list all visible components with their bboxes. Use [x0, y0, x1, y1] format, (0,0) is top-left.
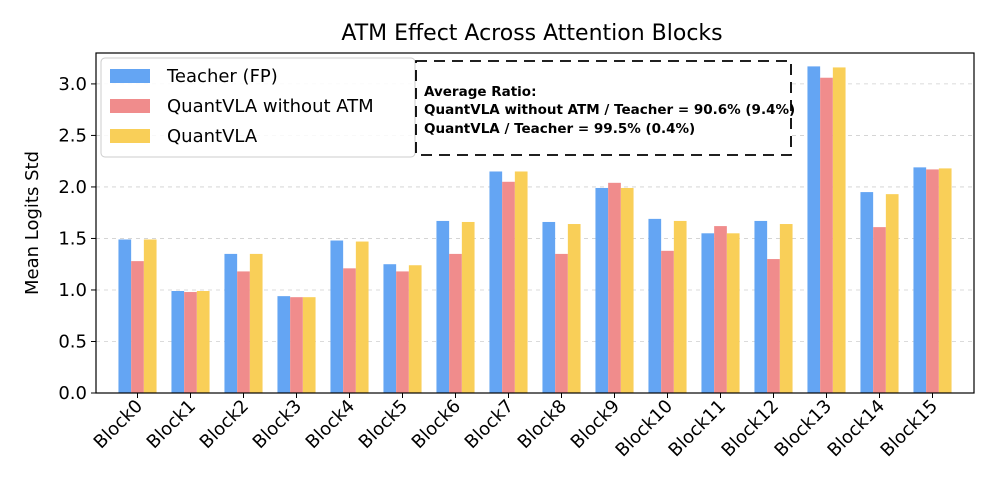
legend-frame — [100, 57, 416, 158]
plot-frame — [95, 52, 975, 394]
bar-block15-series-2 — [938, 168, 952, 393]
legend-label: QuantVLA without ATM — [167, 96, 374, 117]
bar-block9-series-0 — [595, 187, 609, 393]
y-tick-label: 2.0 — [58, 177, 87, 198]
bar-block14-series-2 — [885, 194, 899, 393]
bar-block10-series-2 — [673, 220, 687, 393]
bar-block8-series-2 — [567, 224, 581, 393]
bar-block7-series-2 — [514, 171, 528, 393]
bar-block9-series-2 — [620, 187, 634, 393]
legend-label: Teacher (FP) — [166, 66, 278, 87]
bar-block11-series-1 — [714, 226, 727, 393]
bar-block5-series-1 — [396, 271, 409, 393]
bar-block15-series-0 — [913, 167, 927, 393]
bar-block11-series-0 — [701, 233, 715, 393]
x-axis: Block0Block1Block2Block3Block4Block5Bloc… — [90, 393, 942, 461]
bar-block2-series-2 — [249, 253, 263, 393]
x-tick-label: Block12 — [718, 396, 783, 461]
bar-block6-series-2 — [461, 221, 475, 393]
bar-block3-series-1 — [290, 297, 303, 393]
y-axis: 0.0 0.5 1.0 1.5 2.0 2.5 3.0 — [58, 74, 96, 404]
y-tick-label: 1.0 — [58, 280, 87, 301]
x-tick-label: Block0 — [90, 396, 147, 453]
x-tick-label: Block13 — [771, 396, 836, 461]
bar-block6-series-1 — [449, 253, 462, 393]
bar-block12-series-1 — [767, 259, 780, 393]
x-tick-label: Block10 — [612, 396, 677, 461]
x-tick-label: Block1 — [143, 396, 200, 453]
x-tick-label: Block14 — [824, 396, 889, 461]
bar-block13-series-1 — [820, 77, 833, 394]
bar-block14-series-0 — [860, 192, 874, 393]
x-tick-label: Block5 — [355, 396, 412, 453]
y-axis-label: Mean Logits Std — [22, 151, 43, 295]
bar-block3-series-0 — [277, 296, 291, 393]
bar-block2-series-1 — [237, 271, 250, 393]
x-tick-label: Block6 — [408, 396, 465, 453]
bar-block5-series-0 — [383, 264, 397, 393]
x-tick-label: Block4 — [302, 396, 359, 453]
x-tick-label: Block8 — [514, 396, 571, 453]
bar-block0-series-0 — [118, 239, 132, 393]
bar-block10-series-1 — [661, 250, 674, 393]
x-tick-label: Block11 — [665, 396, 730, 461]
annotation-frame — [415, 60, 792, 156]
legend-swatch — [110, 129, 150, 143]
y-tick-label: 2.5 — [58, 125, 87, 146]
bar-block3-series-2 — [302, 297, 316, 393]
y-tick-label: 0.5 — [58, 331, 87, 352]
bar-block7-series-1 — [502, 181, 515, 393]
bar-block4-series-1 — [343, 268, 356, 393]
x-tick-label: Block7 — [461, 396, 518, 453]
y-tick-label: 3.0 — [58, 74, 87, 95]
bar-block13-series-0 — [807, 66, 821, 394]
bar-block11-series-2 — [726, 233, 740, 393]
y-tick-label: 1.5 — [58, 228, 87, 249]
bar-block4-series-2 — [355, 241, 369, 393]
bar-block8-series-0 — [542, 221, 556, 393]
bar-block0-series-1 — [131, 261, 144, 393]
bar-block15-series-1 — [926, 169, 939, 393]
bar-block8-series-1 — [555, 253, 568, 393]
annotation-line-1: Average Ratio: — [424, 84, 536, 100]
annotation-line-2: QuantVLA without ATM / Teacher = 90.6% (… — [424, 102, 795, 118]
legend-swatch — [110, 69, 150, 83]
bar-block12-series-0 — [754, 220, 768, 393]
annotation-line-3: QuantVLA / Teacher = 99.5% (0.4%) — [424, 121, 695, 137]
x-tick-label: Block2 — [196, 396, 253, 453]
x-tick-label: Block15 — [877, 396, 942, 461]
bar-block4-series-0 — [330, 240, 344, 393]
bar-block1-series-1 — [184, 292, 197, 393]
bar-block14-series-1 — [873, 227, 886, 393]
bar-block5-series-2 — [408, 265, 422, 393]
bar-block2-series-0 — [224, 253, 238, 393]
bar-block7-series-0 — [489, 171, 503, 393]
bar-block6-series-0 — [436, 220, 450, 393]
legend: Teacher (FP) QuantVLA without ATM QuantVLA — [100, 57, 416, 158]
x-tick-label: Block3 — [249, 396, 306, 453]
bars — [118, 66, 952, 394]
y-tick-label: 0.0 — [58, 383, 87, 404]
bar-block12-series-2 — [779, 224, 793, 393]
annotation-box: Average Ratio: QuantVLA without ATM / Te… — [415, 60, 795, 156]
bar-block1-series-0 — [171, 291, 185, 393]
legend-swatch — [110, 99, 150, 113]
bar-block1-series-2 — [196, 291, 210, 393]
bar-block13-series-2 — [832, 67, 846, 393]
legend-label: QuantVLA — [167, 126, 258, 147]
bar-block0-series-2 — [143, 239, 157, 393]
bar-block10-series-0 — [648, 218, 662, 393]
bar-block9-series-1 — [608, 182, 621, 393]
chart-title: ATM Effect Across Attention Blocks — [341, 21, 722, 46]
